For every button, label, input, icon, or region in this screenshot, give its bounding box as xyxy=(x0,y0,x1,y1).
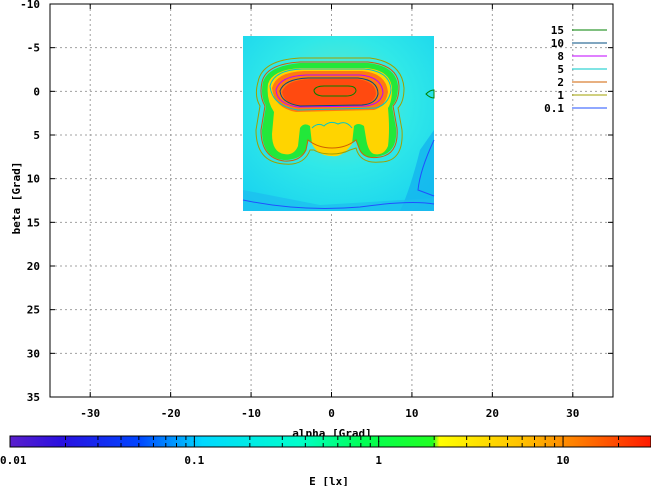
contour-line-15 xyxy=(313,85,357,97)
legend-label: 5 xyxy=(557,63,564,76)
legend-label: 0.1 xyxy=(544,102,564,115)
x-axis-ticks: -30 -20 -10 0 10 20 30 xyxy=(80,4,579,420)
legend-label: 15 xyxy=(551,24,564,37)
x-tick-label: 20 xyxy=(486,407,499,420)
heatmap-image xyxy=(243,36,434,211)
y-tick-label: 10 xyxy=(27,173,40,186)
x-tick-label: -20 xyxy=(161,407,181,420)
contour-line-5-inner xyxy=(311,121,353,129)
legend-label: 2 xyxy=(557,76,564,89)
y-tick-label: 15 xyxy=(27,216,40,229)
y-axis-label: beta [Grad] xyxy=(10,162,23,235)
y-tick-label: 20 xyxy=(27,260,40,273)
colorbar-label: E [lx] xyxy=(309,475,349,486)
red-core xyxy=(282,79,376,106)
colorbar: 0.01 0.1 1 10 E [lx] xyxy=(0,435,651,486)
contour-line-10 xyxy=(279,77,379,107)
legend-label: 8 xyxy=(557,50,564,63)
contour-lines xyxy=(242,57,435,209)
y-tick-label: 35 xyxy=(27,391,40,404)
y-tick-label: 0 xyxy=(33,85,40,98)
colorbar-ticks: 0.01 0.1 1 10 xyxy=(0,436,651,467)
x-tick-label: -30 xyxy=(80,407,100,420)
y-tick-label: -5 xyxy=(27,42,40,55)
y-tick-label: 25 xyxy=(27,304,40,317)
y-tick-label: 30 xyxy=(27,347,40,360)
low-value-region-bottom xyxy=(243,190,434,211)
contour-line-0.1-right xyxy=(417,139,435,197)
contour-line-2 xyxy=(260,61,400,162)
contour-line-15-right xyxy=(425,89,435,99)
y-tick-label: 5 xyxy=(33,129,40,142)
x-tick-label: -10 xyxy=(241,407,261,420)
colorbar-tick-label: 1 xyxy=(375,454,382,467)
x-tick-label: 0 xyxy=(328,407,335,420)
y-tick-label: -10 xyxy=(20,0,40,11)
legend-label: 1 xyxy=(557,89,564,102)
x-tick-label: 30 xyxy=(566,407,579,420)
colorbar-tick-label: 0.1 xyxy=(184,454,204,467)
low-value-region-right xyxy=(400,130,434,211)
x-tick-label: 10 xyxy=(405,407,418,420)
contour-line-8 xyxy=(275,74,384,108)
contour-line-0.1 xyxy=(242,199,435,209)
colorbar-tick-label: 10 xyxy=(556,454,569,467)
contour-line-1 xyxy=(255,57,405,165)
colorbar-tick-label: 0.01 xyxy=(0,454,27,467)
contour-line-5 xyxy=(269,68,392,111)
legend-label: 10 xyxy=(551,37,564,50)
